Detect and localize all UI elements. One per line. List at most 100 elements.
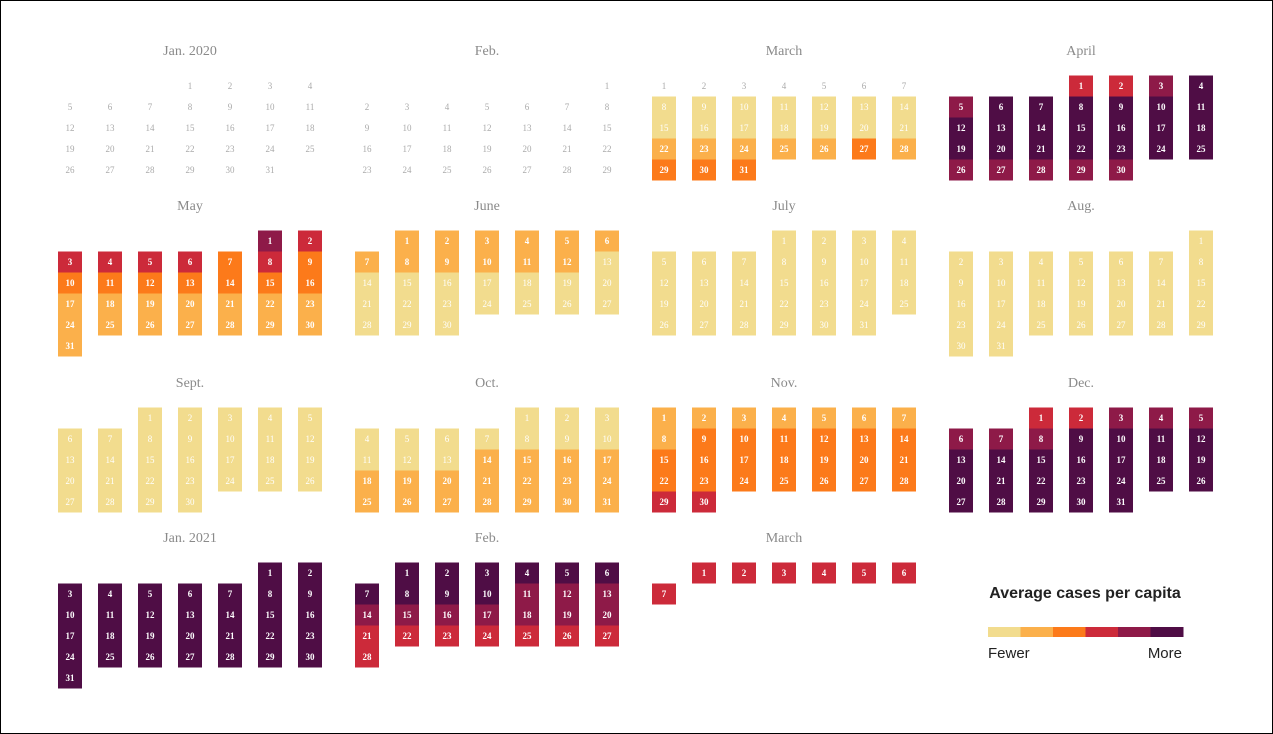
day-cell bbox=[395, 314, 419, 336]
day-cell bbox=[989, 335, 1013, 357]
day-label: 11 bbox=[106, 610, 115, 620]
day-cell bbox=[515, 583, 539, 605]
day-cell bbox=[138, 583, 162, 605]
day-label: 10 bbox=[740, 102, 750, 112]
day-cell bbox=[595, 293, 619, 315]
day-cell bbox=[298, 583, 322, 605]
month-title: March bbox=[766, 44, 803, 59]
day-label: 5 bbox=[485, 102, 490, 112]
day-label: 31 bbox=[603, 497, 613, 507]
day-label: 31 bbox=[997, 341, 1006, 351]
day-label: 10 bbox=[997, 278, 1007, 288]
day-label: 6 bbox=[188, 257, 193, 267]
day-cell bbox=[258, 604, 282, 626]
day-label: 7 bbox=[902, 81, 907, 91]
day-label: 2 bbox=[308, 236, 313, 246]
day-cell bbox=[435, 604, 459, 626]
day-label: 6 bbox=[999, 102, 1004, 112]
day-label: 16 bbox=[363, 144, 373, 154]
day-label: 4 bbox=[525, 568, 530, 578]
day-cell bbox=[435, 293, 459, 315]
day-label: 9 bbox=[702, 102, 707, 112]
day-cell bbox=[258, 314, 282, 336]
day-cell bbox=[515, 293, 539, 315]
day-cell bbox=[138, 604, 162, 626]
day-cell bbox=[812, 449, 836, 471]
day-label: 7 bbox=[228, 589, 233, 599]
day-cell bbox=[58, 491, 82, 513]
day-label: 19 bbox=[563, 278, 573, 288]
day-label: 29 bbox=[523, 497, 533, 507]
day-label: 14 bbox=[740, 278, 750, 288]
day-cell bbox=[692, 159, 716, 181]
day-label: 7 bbox=[662, 589, 667, 599]
day-label: 22 bbox=[403, 299, 412, 309]
day-cell bbox=[475, 583, 499, 605]
day-label: 1 bbox=[1079, 81, 1084, 91]
day-cell bbox=[1029, 293, 1053, 315]
day-label: 26 bbox=[660, 320, 670, 330]
day-label: 20 bbox=[186, 299, 196, 309]
day-cell bbox=[515, 449, 539, 471]
day-label: 17 bbox=[1117, 455, 1127, 465]
day-cell bbox=[138, 491, 162, 513]
month-title: Nov. bbox=[771, 376, 798, 391]
day-label: 6 bbox=[108, 102, 113, 112]
day-label: 28 bbox=[363, 320, 373, 330]
day-cell bbox=[812, 117, 836, 139]
day-label: 7 bbox=[999, 434, 1004, 444]
day-label: 9 bbox=[1079, 434, 1084, 444]
day-cell bbox=[515, 604, 539, 626]
day-cell bbox=[595, 562, 619, 584]
day-label: 2 bbox=[308, 568, 313, 578]
day-cell bbox=[555, 562, 579, 584]
day-cell bbox=[1109, 117, 1133, 139]
day-label: 4 bbox=[782, 81, 787, 91]
day-cell bbox=[1109, 159, 1133, 181]
day-cell bbox=[475, 230, 499, 252]
day-label: 30 bbox=[1077, 497, 1087, 507]
day-cell bbox=[395, 491, 419, 513]
day-cell bbox=[812, 138, 836, 160]
day-label: 6 bbox=[862, 413, 867, 423]
day-cell bbox=[692, 293, 716, 315]
day-label: 31 bbox=[266, 165, 275, 175]
day-cell bbox=[852, 96, 876, 118]
day-label: 15 bbox=[1037, 455, 1047, 465]
day-cell bbox=[298, 562, 322, 584]
day-label: 2 bbox=[445, 236, 450, 246]
day-label: 22 bbox=[403, 631, 413, 641]
day-label: 27 bbox=[443, 497, 453, 507]
day-cell bbox=[692, 117, 716, 139]
day-label: 12 bbox=[1197, 434, 1207, 444]
day-label: 14 bbox=[226, 610, 236, 620]
day-cell bbox=[595, 272, 619, 294]
day-cell bbox=[949, 272, 973, 294]
day-label: 28 bbox=[483, 497, 493, 507]
day-cell bbox=[58, 470, 82, 492]
day-cell bbox=[652, 159, 676, 181]
day-label: 13 bbox=[997, 123, 1007, 133]
day-label: 14 bbox=[363, 610, 373, 620]
day-label: 3 bbox=[268, 81, 273, 91]
day-cell bbox=[98, 428, 122, 450]
day-label: 11 bbox=[523, 257, 532, 267]
day-label: 22 bbox=[523, 476, 533, 486]
day-label: 19 bbox=[306, 455, 316, 465]
day-label: 18 bbox=[306, 123, 316, 133]
day-cell bbox=[58, 583, 82, 605]
day-cell bbox=[138, 293, 162, 315]
day-cell bbox=[652, 407, 676, 429]
day-cell bbox=[555, 293, 579, 315]
day-label: 16 bbox=[186, 455, 196, 465]
day-label: 23 bbox=[306, 631, 316, 641]
day-cell bbox=[1109, 428, 1133, 450]
day-label: 13 bbox=[443, 455, 453, 465]
day-cell bbox=[949, 491, 973, 513]
day-label: 3 bbox=[999, 257, 1004, 267]
day-label: 18 bbox=[1157, 455, 1167, 465]
day-cell bbox=[652, 583, 676, 605]
day-label: 13 bbox=[1117, 278, 1127, 288]
day-cell bbox=[475, 562, 499, 584]
day-label: 24 bbox=[1157, 144, 1167, 154]
